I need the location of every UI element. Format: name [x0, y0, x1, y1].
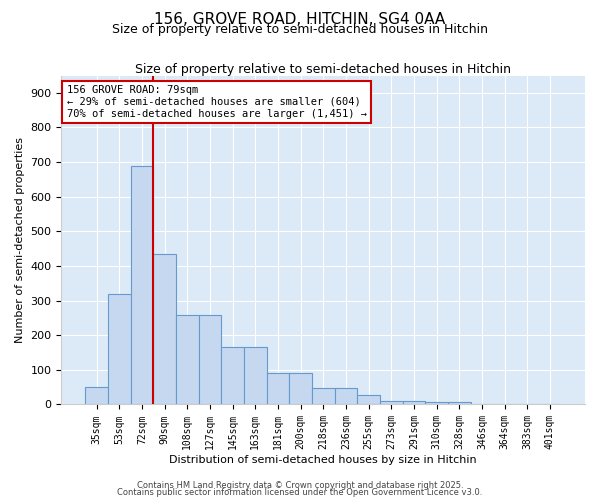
Bar [425, 402, 448, 404]
Bar [176, 315, 199, 404]
Bar [448, 402, 470, 404]
Text: Size of property relative to semi-detached houses in Hitchin: Size of property relative to semi-detach… [112, 22, 488, 36]
Title: Size of property relative to semi-detached houses in Hitchin: Size of property relative to semi-detach… [135, 62, 511, 76]
Bar [108, 294, 131, 405]
Bar [289, 374, 312, 404]
Bar [221, 348, 244, 405]
Bar [403, 401, 425, 404]
Bar [357, 395, 380, 404]
Bar [266, 374, 289, 404]
Text: 156, GROVE ROAD, HITCHIN, SG4 0AA: 156, GROVE ROAD, HITCHIN, SG4 0AA [154, 12, 446, 28]
Bar [85, 387, 108, 404]
Bar [380, 401, 403, 404]
Bar [312, 388, 335, 404]
Text: Contains HM Land Registry data © Crown copyright and database right 2025.: Contains HM Land Registry data © Crown c… [137, 480, 463, 490]
Text: Contains public sector information licensed under the Open Government Licence v3: Contains public sector information licen… [118, 488, 482, 497]
Bar [153, 254, 176, 404]
Bar [335, 388, 357, 404]
Bar [131, 166, 153, 404]
X-axis label: Distribution of semi-detached houses by size in Hitchin: Distribution of semi-detached houses by … [169, 455, 477, 465]
Bar [244, 348, 266, 405]
Y-axis label: Number of semi-detached properties: Number of semi-detached properties [15, 137, 25, 343]
Text: 156 GROVE ROAD: 79sqm
← 29% of semi-detached houses are smaller (604)
70% of sem: 156 GROVE ROAD: 79sqm ← 29% of semi-deta… [67, 86, 367, 118]
Bar [199, 315, 221, 404]
